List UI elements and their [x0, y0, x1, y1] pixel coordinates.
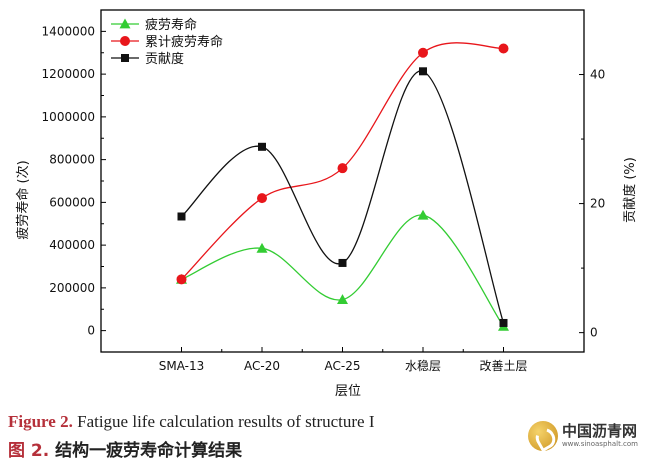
x-axis-ticks: SMA-13 AC-20 AC-25 水稳层 改善土层 — [159, 347, 528, 373]
contribution-series — [177, 67, 508, 327]
contribution-point — [338, 258, 347, 267]
fatigue-life-legend-label: 疲劳寿命 — [145, 17, 197, 33]
contribution-point — [419, 67, 427, 76]
figure-caption-chinese: 图 2. 结构一疲劳寿命计算结果 — [8, 436, 242, 461]
right-tick-label: 40 — [590, 68, 605, 82]
cumulative-fatigue-life-point — [418, 47, 428, 58]
left-tick-label: 600000 — [49, 195, 95, 209]
right-axis-ticks: 0 20 40 — [579, 68, 605, 340]
left-y-axis-title: 疲劳寿命 (次) — [15, 160, 31, 239]
contribution-point — [499, 318, 508, 327]
contribution-legend-label: 贡献度 — [145, 51, 184, 67]
contribution-legend-marker — [121, 54, 129, 62]
x-tick-label: SMA-13 — [159, 359, 205, 373]
fatigue-life-point — [417, 209, 429, 220]
caption-text-chinese: 结构一疲劳寿命计算结果 — [49, 441, 243, 461]
contribution-line — [181, 70, 505, 324]
x-axis-title: 层位 — [335, 384, 361, 399]
contribution-point — [258, 142, 266, 151]
fatigue-life-series — [176, 209, 509, 331]
right-y-axis-title: 贡献度 (%) — [622, 157, 638, 223]
right-tick-label: 0 — [590, 326, 598, 340]
left-tick-label: 200000 — [49, 281, 95, 295]
figure-label-chinese: 图 2. — [8, 441, 50, 461]
figure-caption-english: Figure 2. Fatigue life calculation resul… — [8, 412, 375, 432]
left-tick-label: 1000000 — [42, 110, 95, 124]
left-tick-label: 1400000 — [42, 24, 95, 38]
x-tick-label: 水稳层 — [405, 358, 441, 373]
contribution-point — [177, 212, 186, 221]
series-layer — [176, 42, 509, 331]
fatigue-life-point — [256, 242, 268, 253]
chart: 0 200000 400000 600000 800000 1000000 1200000 1… — [15, 9, 638, 399]
cumulative-fatigue-life-legend-label: 累计疲劳寿命 — [145, 34, 223, 50]
fatigue-life-legend-marker — [119, 18, 131, 29]
fatigue-life-line — [181, 214, 505, 327]
left-tick-label: 800000 — [49, 153, 95, 167]
sinoasphalt-logo-icon — [527, 421, 558, 451]
left-tick-label: 1200000 — [42, 67, 95, 81]
right-tick-label: 20 — [590, 197, 605, 211]
x-tick-label: AC-25 — [325, 359, 361, 373]
watermark-url: www.sinoasphalt.com — [561, 440, 638, 448]
cumulative-fatigue-life-legend-marker — [120, 36, 130, 46]
cumulative-fatigue-life-point — [337, 163, 348, 174]
fatigue-life-point — [337, 294, 348, 305]
cumulative-fatigue-life-point — [176, 274, 187, 285]
left-tick-label: 400000 — [49, 238, 95, 252]
watermark: 中国沥青网 www.sinoasphalt.com — [527, 421, 638, 451]
left-tick-label: 0 — [87, 324, 95, 338]
cumulative-fatigue-life-point — [257, 193, 267, 204]
figure-label-english: Figure 2. — [8, 412, 73, 431]
caption-text-english: Fatigue life calculation results of stru… — [72, 412, 375, 431]
cumulative-fatigue-life-point — [498, 43, 509, 54]
watermark-name: 中国沥青网 — [561, 422, 637, 440]
x-tick-label: AC-20 — [244, 359, 280, 373]
left-axis-ticks: 0 200000 400000 600000 800000 1000000 1200000 1… — [42, 24, 106, 338]
x-tick-label: 改善土层 — [479, 358, 527, 373]
cumulative-fatigue-life-series — [176, 42, 509, 285]
